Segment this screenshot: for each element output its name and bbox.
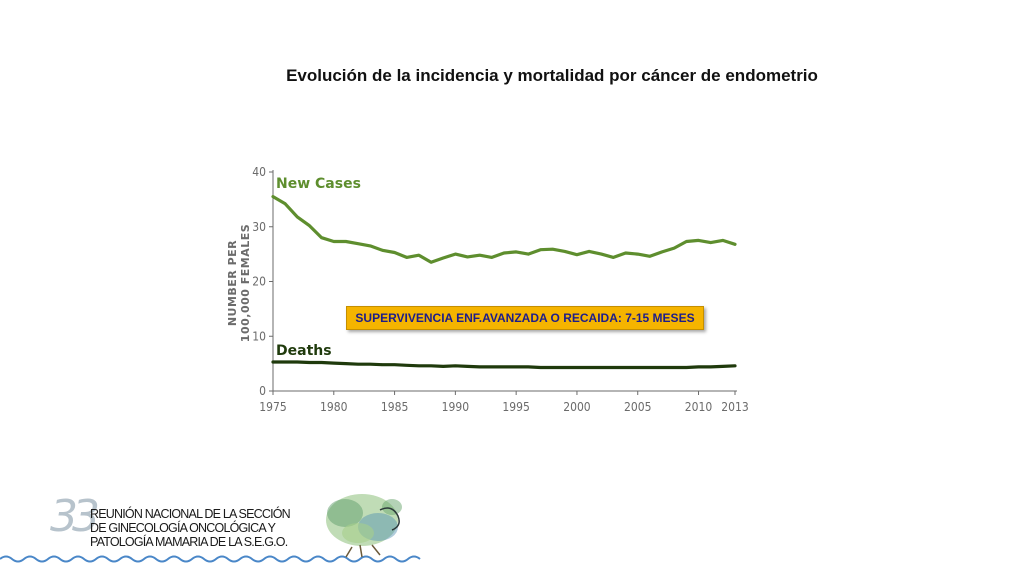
chart-ticks: 0 10 20 30 40 1975 1980 1985 1990 1995 2000 2005 201… xyxy=(252,165,748,414)
x-tick-label: 1995 xyxy=(502,400,529,414)
series-line-new-cases xyxy=(271,195,737,264)
y-tick-label: 0 xyxy=(259,384,266,398)
x-tick-label: 2000 xyxy=(563,400,591,414)
y-tick-label: 30 xyxy=(252,220,266,234)
x-tick-label: 1990 xyxy=(442,400,470,414)
y-tick-label: 20 xyxy=(252,275,266,289)
survival-callout: SUPERVIVENCIA ENF.AVANZADA O RECAIDA: 7-… xyxy=(346,306,704,330)
logo-line: REUNIÓN NACIONAL DE LA SECCIÓN xyxy=(90,507,291,521)
logo-number: 33 xyxy=(50,491,100,542)
logo-line: DE GINECOLOGÍA ONCOLÓGICA Y xyxy=(90,521,276,535)
chart-axes xyxy=(272,170,737,392)
x-tick-label: 1975 xyxy=(259,400,286,414)
tree-illustration-icon xyxy=(326,494,402,558)
y-tick-label: 10 xyxy=(252,329,266,343)
logo-graphic xyxy=(0,494,421,563)
series-label: New Cases xyxy=(276,176,361,192)
x-tick-label: 2013 xyxy=(721,400,748,414)
logo-text: REUNIÓN NACIONAL DE LA SECCIÓN DE GINECO… xyxy=(90,507,291,549)
x-tick-label: 2010 xyxy=(685,400,713,414)
x-tick-label: 2005 xyxy=(624,400,651,414)
sego-meeting-logo: 33 REUNIÓN NACIONAL DE LA SECCIÓN DE GIN… xyxy=(0,485,430,576)
y-axis-label-line: 100,000 FEMALES xyxy=(239,224,252,342)
x-tick-label: 1985 xyxy=(381,400,408,414)
x-tick-label: 1980 xyxy=(320,400,348,414)
wave-line xyxy=(0,555,421,563)
page-title: Evolución de la incidencia y mortalidad … xyxy=(286,66,818,85)
y-tick-label: 40 xyxy=(252,165,266,179)
chart-series xyxy=(271,195,737,370)
y-axis-label-line: NUMBER PER xyxy=(226,240,239,326)
series-labels: New Cases Deaths xyxy=(276,176,361,359)
series-label: Deaths xyxy=(276,343,332,359)
logo-line: PATOLOGÍA MAMARIA DE LA S.E.G.O. xyxy=(90,535,288,549)
y-axis-label: NUMBER PER 100,000 FEMALES xyxy=(226,224,252,342)
series-line-deaths xyxy=(271,360,737,370)
